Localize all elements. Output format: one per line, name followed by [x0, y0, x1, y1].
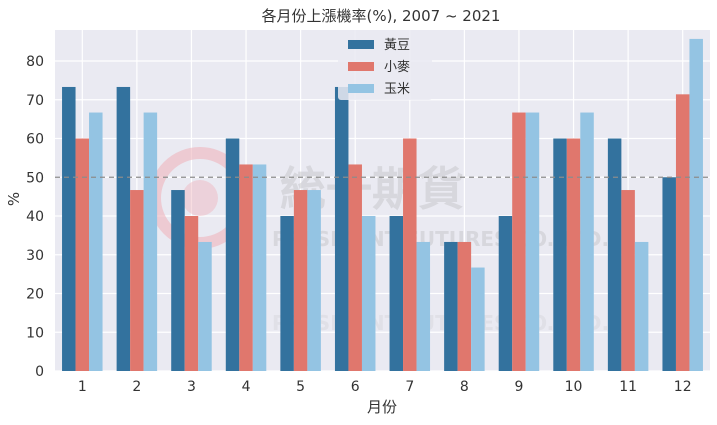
bar-1-10: [553, 138, 567, 371]
x-tick-label: 4: [242, 379, 251, 395]
x-tick-label: 6: [351, 379, 360, 395]
bar-2-3: [184, 216, 199, 371]
bar-1-2: [116, 86, 131, 372]
x-tick-label: 12: [674, 379, 692, 395]
bar-3-3: [198, 241, 212, 371]
y-tick-label: 50: [26, 170, 44, 186]
watermark-name-en: PRESIDENT FUTURES CO.,LTD.: [272, 227, 609, 251]
watermark-logo-core-icon: [182, 180, 218, 216]
x-tick-label: 10: [565, 379, 583, 395]
bar-2-2: [130, 190, 144, 371]
y-tick-label: 40: [26, 209, 44, 225]
bar-2-4: [239, 164, 253, 371]
bar-1-3: [171, 190, 185, 371]
y-tick-label: 10: [26, 325, 44, 341]
bar-1-6: [334, 86, 349, 372]
bar-2-7: [403, 138, 417, 371]
x-axis-label: 月份: [367, 398, 397, 416]
y-axis-ticks: 0 10 20 30 40 50 60 70 80: [26, 54, 44, 380]
bar-3-10: [580, 112, 594, 371]
bar-2-5: [293, 190, 308, 371]
chart-title: 各月份上漲機率(%), 2007 ~ 2021: [262, 7, 501, 25]
legend-swatch-3: [348, 84, 374, 93]
x-tick-label: 5: [296, 379, 305, 395]
bar-1-12: [662, 177, 676, 371]
x-tick-label: 2: [132, 379, 141, 395]
legend-swatch-2: [348, 62, 374, 71]
bar-3-12: [689, 38, 703, 371]
x-tick-label: 1: [78, 379, 87, 395]
y-tick-label: 20: [26, 287, 44, 303]
x-tick-label: 8: [460, 379, 469, 395]
x-axis-ticks: 1 2 3 4 5 6 7 8 9 10 11 12: [78, 379, 692, 395]
bar-1-1: [62, 86, 76, 372]
bar-2-6: [348, 164, 362, 371]
watermark-name-en-faint: PRESIDENT FUTURES CO.,LTD.: [272, 311, 609, 335]
bar-1-9: [498, 216, 513, 371]
x-tick-label: 11: [619, 379, 637, 395]
y-tick-label: 0: [35, 364, 44, 380]
legend-label-1: 黃豆: [384, 38, 410, 53]
bar-3-8: [471, 267, 485, 371]
bar-3-2: [143, 112, 158, 371]
bar-3-6: [361, 216, 376, 371]
x-tick-label: 9: [514, 379, 523, 395]
bar-3-1: [89, 112, 103, 371]
bar-2-10: [566, 138, 581, 371]
bar-3-4: [252, 164, 267, 371]
bar-1-5: [280, 216, 294, 371]
bar-3-7: [416, 241, 431, 371]
bar-1-11: [607, 138, 622, 371]
bar-1-4: [225, 138, 240, 371]
bar-1-7: [389, 216, 404, 371]
bar-2-1: [75, 138, 90, 371]
bar-3-11: [634, 241, 649, 371]
y-tick-label: 30: [26, 248, 44, 264]
y-tick-label: 70: [26, 93, 44, 109]
legend-label-2: 小麥: [384, 59, 410, 75]
x-tick-label: 7: [405, 379, 414, 395]
bar-2-9: [512, 112, 526, 371]
bar-2-12: [675, 94, 690, 371]
bar-3-9: [525, 112, 540, 371]
bar-3-5: [307, 190, 321, 371]
bar-2-8: [457, 241, 472, 371]
y-tick-label: 80: [26, 54, 44, 70]
bar-1-8: [444, 241, 458, 371]
bar-2-11: [621, 190, 635, 371]
y-axis-label: %: [5, 192, 23, 206]
y-tick-label: 60: [26, 132, 44, 148]
x-tick-label: 3: [187, 379, 196, 395]
legend-label-3: 玉米: [384, 82, 410, 97]
legend-swatch-1: [348, 40, 374, 49]
